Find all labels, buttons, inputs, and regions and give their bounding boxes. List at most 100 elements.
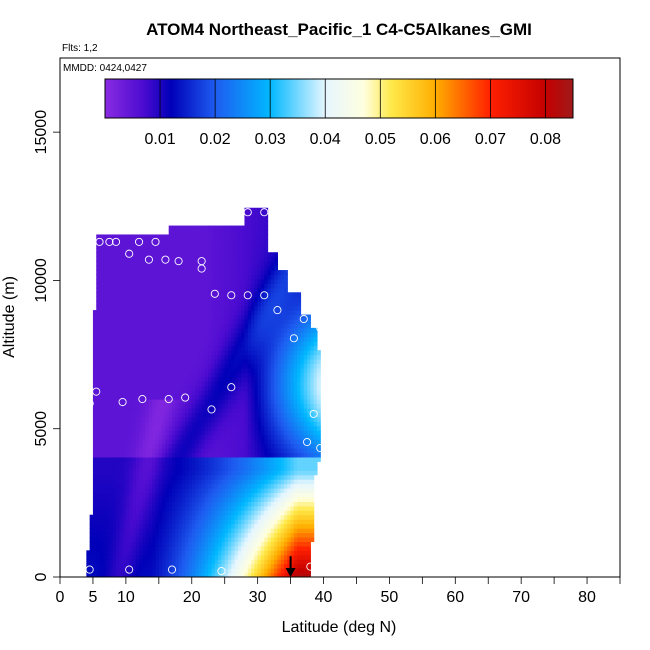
field-cell — [234, 470, 239, 476]
field-cell — [195, 238, 199, 244]
field-cell — [267, 528, 272, 534]
field-cell — [221, 461, 226, 467]
field-cell — [244, 483, 249, 489]
field-cell — [148, 252, 153, 258]
field-cell — [142, 456, 147, 462]
field-cell — [234, 327, 239, 333]
field-cell — [139, 568, 143, 574]
field-cell — [274, 354, 279, 360]
field-cell — [274, 274, 279, 280]
field-cell — [178, 559, 183, 565]
field-cell — [303, 336, 308, 342]
field-cell — [119, 439, 124, 445]
field-cell — [175, 550, 180, 556]
field-cell — [231, 425, 236, 431]
field-cell — [195, 465, 199, 471]
field-cell — [260, 470, 265, 476]
field-cell — [257, 563, 262, 569]
field-cell — [185, 230, 190, 236]
field-cell — [112, 247, 117, 253]
field-cell — [251, 470, 255, 476]
field-cell — [116, 332, 120, 338]
field-cell — [241, 554, 246, 560]
field-cell — [198, 452, 203, 458]
field-cell — [102, 376, 107, 382]
field-cell — [303, 314, 308, 320]
field-cell — [287, 367, 292, 373]
field-cell — [211, 376, 216, 382]
field-cell — [198, 252, 203, 258]
field-cell — [112, 519, 117, 525]
field-cell — [307, 514, 311, 520]
field-cell — [231, 234, 236, 240]
field-cell — [132, 430, 137, 436]
field-cell — [293, 394, 298, 400]
field-cell — [96, 416, 101, 422]
field-cell — [208, 492, 213, 498]
field-cell — [267, 385, 272, 391]
field-cell — [267, 367, 272, 373]
field-cell — [274, 519, 279, 525]
field-cell — [218, 265, 223, 271]
field-cell — [284, 283, 288, 289]
field-cell — [211, 483, 216, 489]
field-cell — [139, 412, 143, 418]
field-cell — [208, 394, 213, 400]
field-cell — [158, 234, 163, 240]
field-cell — [257, 390, 262, 396]
field-cell — [251, 390, 255, 396]
field-cell — [221, 541, 226, 547]
field-cell — [300, 421, 305, 427]
field-cell — [135, 332, 140, 338]
field-cell — [109, 372, 114, 378]
field-cell — [204, 514, 209, 520]
field-cell — [116, 541, 120, 547]
field-cell — [198, 341, 203, 347]
field-cell — [221, 403, 226, 409]
field-cell — [237, 301, 242, 307]
field-cell — [122, 541, 127, 547]
field-cell — [185, 554, 190, 560]
field-cell — [280, 341, 285, 347]
field-cell — [290, 421, 295, 427]
field-cell — [211, 332, 216, 338]
field-cell — [241, 292, 246, 298]
field-cell — [244, 283, 249, 289]
field-cell — [181, 336, 186, 342]
field-cell — [109, 510, 114, 516]
field-cell — [204, 563, 209, 569]
field-cell — [178, 572, 183, 577]
field-cell — [284, 572, 288, 577]
field-cell — [260, 407, 265, 413]
field-cell — [185, 243, 190, 249]
field-cell — [162, 238, 167, 244]
field-cell — [102, 367, 107, 373]
field-cell — [129, 350, 134, 356]
field-cell — [274, 501, 279, 507]
field-cell — [158, 514, 163, 520]
field-cell — [284, 510, 288, 516]
field-cell — [280, 496, 285, 502]
field-cell — [201, 452, 206, 458]
field-cell — [106, 372, 111, 378]
field-cell — [109, 390, 114, 396]
field-cell — [168, 501, 173, 507]
field-cell — [135, 252, 140, 258]
field-cell — [270, 554, 275, 560]
field-cell — [191, 341, 196, 347]
field-cell — [175, 510, 180, 516]
field-cell — [277, 443, 282, 449]
field-cell — [119, 238, 124, 244]
field-cell — [234, 501, 239, 507]
field-cell — [165, 372, 170, 378]
field-cell — [96, 318, 101, 325]
field-cell — [112, 510, 117, 516]
field-cell — [165, 461, 170, 467]
field-cell — [185, 336, 190, 342]
field-cell — [129, 292, 134, 298]
field-cell — [254, 221, 259, 227]
field-cell — [175, 381, 180, 387]
field-cell — [208, 381, 213, 387]
field-cell — [175, 287, 180, 293]
field-cell — [96, 252, 101, 258]
